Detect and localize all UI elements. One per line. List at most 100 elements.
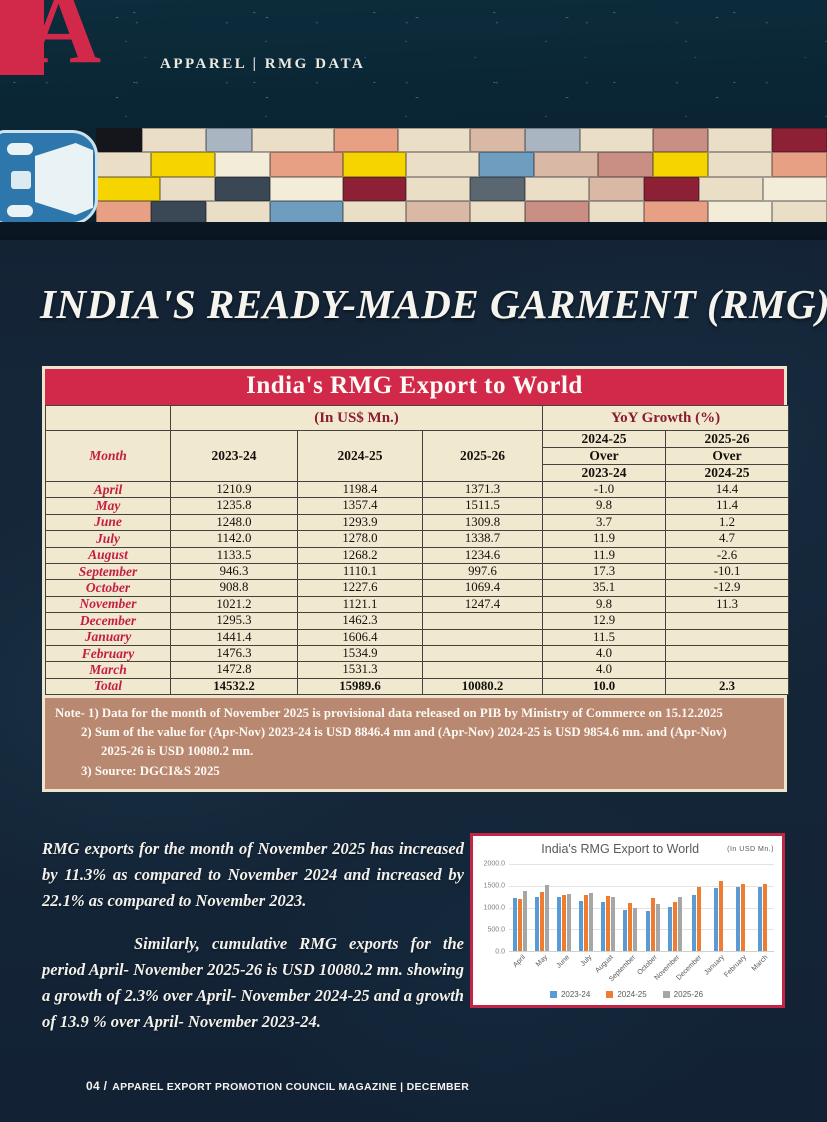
- legend-label: 2023-24: [560, 990, 591, 999]
- value-cell: 1531.3: [297, 661, 423, 679]
- bar-group: April: [509, 864, 531, 969]
- ship-hull: [0, 222, 827, 240]
- table-row: September 946.3 1110.1 997.6 17.3 -10.1: [45, 562, 790, 581]
- container: [96, 128, 143, 153]
- bar-2024-25: [763, 884, 768, 951]
- container: [206, 200, 270, 225]
- value-cell: -1.0: [542, 480, 667, 499]
- yoy-header: YoY Growth (%): [542, 405, 790, 431]
- value-cell: 1268.2: [297, 546, 423, 564]
- bar-2025-26: [545, 885, 550, 951]
- value-cell: 1069.4: [421, 579, 544, 597]
- table-row: February 1476.3 1534.9 4.0: [45, 644, 790, 663]
- bar-2025-26: [633, 907, 638, 951]
- container-row: [96, 176, 827, 201]
- bar-2024-25: [540, 891, 545, 951]
- value-cell: 1110.1: [297, 562, 423, 581]
- yoy-col2-line3: 2024-25: [665, 464, 790, 482]
- commentary: RMG exports for the month of November 20…: [42, 836, 464, 1035]
- year-column-header: 2025-26: [421, 430, 544, 482]
- container: [708, 128, 772, 153]
- paragraph-november-growth: RMG exports for the month of November 20…: [42, 839, 464, 911]
- container: [525, 128, 581, 153]
- value-cell: 1210.9: [170, 480, 298, 499]
- container: [214, 176, 270, 201]
- value-cell: 1021.2: [170, 595, 298, 614]
- legend-label: 2025-26: [673, 990, 704, 999]
- bar-group: February: [723, 864, 752, 979]
- value-cell: 17.3: [542, 562, 667, 581]
- value-cell: 9.8: [542, 595, 667, 614]
- note-line: 2) Sum of the value for (Apr-Nov) 2023-2…: [81, 725, 727, 740]
- container: [589, 176, 645, 201]
- value-cell: 1.2: [665, 513, 790, 532]
- bar-2025-26: [567, 894, 572, 951]
- ship-bridge: [35, 143, 93, 215]
- value-cell: 11.9: [542, 546, 667, 564]
- ship-deck-detail: [11, 171, 31, 189]
- bar-2025-26: [655, 904, 660, 951]
- value-cell: 1278.0: [297, 530, 423, 548]
- note-line: 2025-26 is USD 10080.2 mn.: [101, 744, 254, 759]
- container: [479, 152, 535, 177]
- value-cell: 1133.5: [170, 546, 298, 564]
- bar-2025-26: [589, 892, 594, 951]
- y-tick-label: 1500.0: [483, 882, 505, 890]
- value-cell: 14532.2: [170, 677, 298, 696]
- container: [269, 152, 343, 177]
- month-cell: August: [45, 546, 171, 564]
- note-panel: Note- 1) Data for the month of November …: [45, 698, 784, 789]
- value-cell: [665, 644, 790, 663]
- page-number: 04 /: [86, 1079, 108, 1093]
- bar-2025-26: [523, 891, 528, 951]
- container: [269, 176, 343, 201]
- container: [644, 176, 700, 201]
- container: [342, 152, 407, 177]
- container: [470, 200, 526, 225]
- export-table: (In US$ Mn.) YoY Growth (%) Month 2023-2…: [45, 405, 790, 696]
- value-cell: 2.3: [665, 677, 790, 696]
- container: [252, 128, 334, 153]
- bar-2023-24: [667, 906, 672, 951]
- table-row: July 1142.0 1278.0 1338.7 11.9 4.7: [45, 530, 790, 548]
- legend-swatch: [606, 991, 614, 998]
- bar-2024-25: [719, 881, 724, 951]
- year-column-header: 2023-24: [170, 430, 298, 482]
- container: [580, 128, 654, 153]
- value-cell: -2.6: [665, 546, 790, 564]
- container: [525, 176, 590, 201]
- year-column-header: 2024-25: [297, 430, 423, 482]
- bar-2024-25: [650, 897, 655, 951]
- value-cell: 11.4: [665, 497, 790, 515]
- month-cell: May: [45, 497, 171, 515]
- container: [653, 152, 709, 177]
- bar-group: May: [531, 864, 553, 968]
- bar-2023-24: [692, 894, 697, 951]
- bar-group: September: [608, 864, 641, 983]
- container: [96, 176, 160, 201]
- container: [397, 128, 471, 153]
- value-cell: 946.3: [170, 562, 298, 581]
- gridline: [509, 907, 774, 909]
- value-cell: 1248.0: [170, 513, 298, 532]
- legend-item: 2023-24: [549, 990, 591, 999]
- value-cell: 11.9: [542, 530, 667, 548]
- value-cell: [421, 661, 544, 679]
- value-cell: 1247.4: [421, 595, 544, 614]
- bar-group: March: [751, 864, 774, 973]
- yoy-col1-line2: Over: [542, 447, 667, 465]
- month-cell: November: [45, 595, 171, 614]
- table-row: November 1021.2 1121.1 1247.4 9.8 11.3: [45, 595, 790, 614]
- value-cell: 35.1: [542, 579, 667, 597]
- container: [534, 152, 599, 177]
- month-cell: September: [45, 562, 171, 581]
- container: [406, 200, 471, 225]
- value-cell: 12.9: [542, 612, 667, 630]
- container-row: [96, 128, 827, 153]
- y-tick-label: 0.0: [495, 948, 505, 956]
- value-cell: 1121.1: [297, 595, 423, 614]
- value-cell: 1534.9: [297, 644, 423, 663]
- value-cell: 4.0: [542, 644, 667, 663]
- table-row: March 1472.8 1531.3 4.0: [45, 661, 790, 679]
- container: [598, 152, 654, 177]
